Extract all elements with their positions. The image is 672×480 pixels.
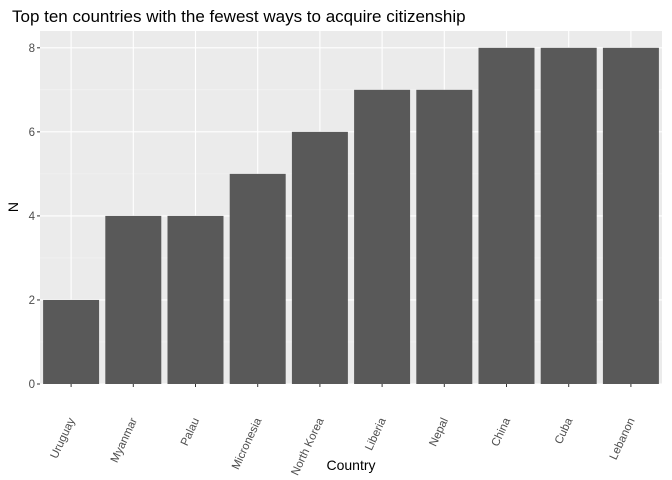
bar [43, 299, 100, 384]
bar [105, 215, 162, 384]
x-axis-title: Country [326, 457, 375, 473]
y-tick-label: 4 [29, 211, 36, 223]
x-tick-label: Palau [179, 416, 202, 448]
x-tick-label: Micronesia [230, 416, 265, 472]
bars-group [43, 47, 659, 385]
x-tick-label: Liberia [363, 416, 389, 453]
x-tick-label: Myanmar [109, 416, 140, 465]
x-tick-label: Uruguay [49, 416, 78, 461]
y-tick-label: 2 [29, 295, 35, 307]
y-tick-label: 0 [29, 379, 35, 391]
x-tick-label: China [490, 416, 514, 449]
bar [229, 173, 286, 384]
y-axis-title: N [5, 202, 21, 212]
bar [354, 89, 411, 384]
x-tick-label: Cuba [553, 416, 576, 447]
bar [291, 131, 348, 384]
bar [540, 47, 597, 385]
bar [416, 89, 473, 384]
x-tick-label: Lebanon [608, 416, 638, 462]
y-tick-label: 8 [29, 43, 35, 55]
y-tick-label: 6 [29, 127, 35, 139]
x-tick-label: Nepal [427, 416, 451, 448]
chart-title: Top ten countries with the fewest ways t… [12, 7, 466, 26]
bar [602, 47, 659, 385]
y-axis: 0 2 4 6 8 [29, 43, 40, 391]
x-tick-label: North Korea [290, 416, 327, 478]
bar [478, 47, 535, 385]
bar [167, 215, 224, 384]
